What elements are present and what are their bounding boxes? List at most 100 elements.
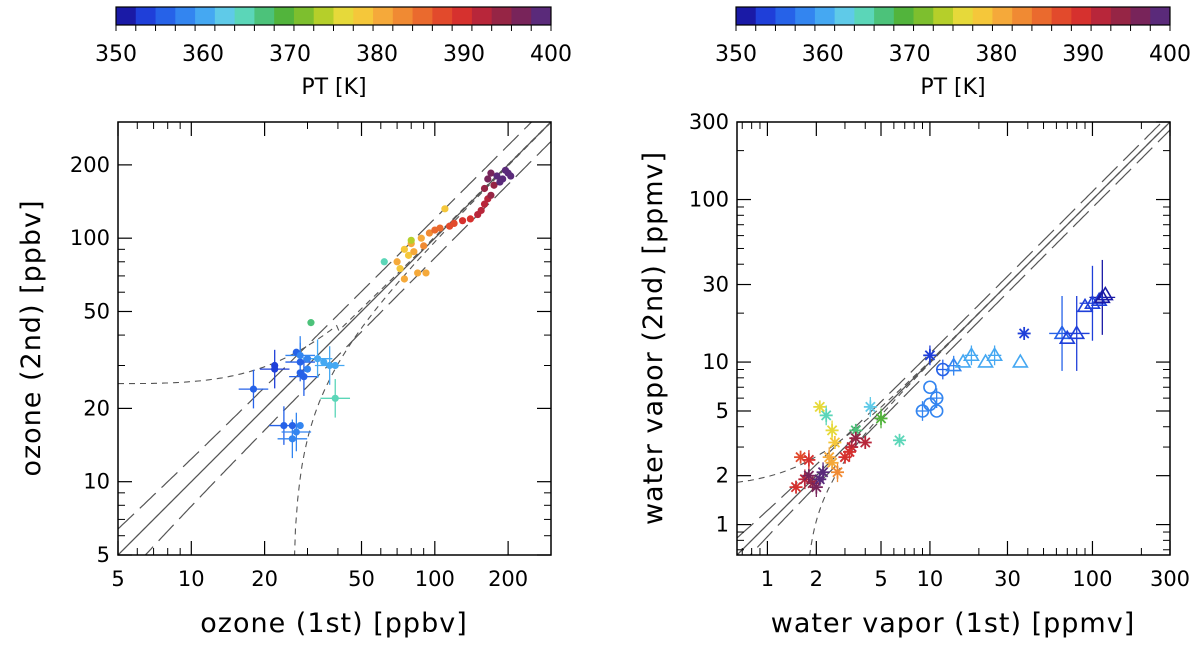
y-tick-label: 100	[70, 226, 110, 250]
star-stroke	[1018, 328, 1030, 339]
colorbar-swatch	[1110, 7, 1132, 25]
data-point	[417, 234, 425, 242]
data-point	[313, 355, 322, 363]
uncertainty-curve-upper	[118, 122, 551, 385]
envelope-line-upper	[737, 122, 1163, 539]
data-point	[296, 421, 304, 430]
data-point-triangle	[1076, 297, 1094, 313]
x-tick-label: 30	[994, 567, 1021, 591]
data-point	[393, 258, 401, 266]
x-tick-label: 5	[874, 567, 887, 591]
data-point-star	[1017, 326, 1031, 340]
colorbar-swatch	[333, 7, 354, 25]
data-point	[487, 191, 495, 199]
data-point	[507, 172, 515, 180]
colorbar-swatch	[313, 7, 334, 25]
colorbar-tick-label: 380	[356, 42, 398, 67]
colorbar-swatch	[412, 7, 433, 25]
envelope-line-upper	[118, 122, 533, 530]
data-point-star	[863, 400, 877, 414]
colorbar-swatch	[854, 7, 875, 25]
data-point-triangle	[1011, 353, 1029, 368]
colorbar-swatch	[972, 7, 993, 25]
x-tick-label: 1	[761, 567, 774, 591]
y-tick-label: 100	[689, 188, 729, 212]
star-stroke	[850, 425, 862, 436]
data-point-star	[825, 423, 839, 437]
colorbar-swatch	[755, 7, 776, 25]
data-point	[292, 428, 300, 436]
data-point	[487, 169, 495, 177]
colorbar-swatch	[933, 7, 954, 25]
data-point-circle	[923, 380, 937, 395]
data-point	[326, 361, 334, 370]
y-tick-label: 2	[716, 464, 729, 488]
data-point	[400, 245, 408, 253]
x-tick-label: 5	[111, 567, 124, 591]
plot-frame	[736, 121, 1171, 556]
data-point	[296, 358, 304, 366]
colorbar-swatch	[913, 7, 934, 25]
colorbar-swatch	[274, 7, 295, 25]
uncertainty-curve-lower	[809, 122, 1170, 555]
data-point	[484, 175, 492, 183]
data-point	[420, 242, 428, 250]
colorbar-swatch	[1051, 7, 1072, 25]
data-point-triangle	[963, 346, 980, 362]
colorbar-tick-label: 360	[182, 42, 224, 67]
water-x-axis-label: water vapor (1st) [ppmv]	[771, 608, 1135, 639]
data-point	[300, 373, 308, 381]
colorbar-swatch	[254, 7, 275, 25]
data-point	[249, 385, 258, 393]
star-stroke	[817, 466, 829, 478]
data-point-star	[802, 453, 816, 467]
data-point	[380, 258, 388, 266]
colorbar-swatch	[1150, 7, 1171, 25]
data-point	[450, 219, 458, 228]
colorbar-swatch	[1130, 7, 1151, 25]
data-point	[396, 265, 404, 273]
data-point-star	[893, 433, 907, 447]
star-stroke	[803, 470, 815, 481]
colorbar-swatch	[834, 7, 855, 25]
star-stroke	[790, 481, 802, 493]
uncertainty-curve-upper	[737, 122, 1170, 483]
star-stroke	[832, 466, 843, 478]
y-tick-label: 5	[716, 399, 729, 423]
data-point	[490, 181, 498, 189]
data-point-triangle	[1068, 324, 1086, 340]
x-tick-label: 10	[917, 567, 944, 591]
star-stroke	[829, 437, 841, 448]
colorbar-tick-label: 390	[1062, 42, 1104, 67]
colorbar-swatch	[392, 7, 414, 25]
ozone-x-axis-label: ozone (1st) [ppbv]	[200, 608, 467, 639]
colorbar-swatch	[511, 7, 532, 25]
data-point-triangle	[1093, 288, 1111, 304]
data-point	[280, 421, 288, 430]
data-point	[441, 205, 449, 213]
colorbar-swatch	[491, 7, 512, 25]
colorbar-tick-label: 350	[715, 42, 757, 67]
data-point	[458, 217, 467, 225]
data-point	[480, 184, 489, 193]
colorbar-swatch	[1071, 7, 1092, 25]
data-point	[400, 275, 408, 283]
plot-area	[737, 122, 1170, 555]
x-tick-label: 300	[1150, 567, 1190, 591]
data-point	[436, 224, 444, 232]
data-point	[331, 394, 339, 402]
star-stroke	[850, 432, 862, 444]
colorbar-swatch	[531, 7, 552, 25]
colorbar-left-label: PT [K]	[301, 75, 366, 100]
data-point	[410, 248, 418, 256]
x-tick-label: 50	[348, 567, 375, 591]
ozone-panel: 5 10 20 50 100 200 5 10 20 50 100 200	[70, 121, 552, 591]
data-point	[404, 251, 413, 259]
star-stroke	[844, 446, 855, 458]
colorbar-swatch	[373, 7, 394, 25]
data-point	[422, 269, 430, 277]
y-tick-label: 10	[83, 470, 110, 494]
star-stroke	[803, 454, 815, 466]
data-point-star	[858, 435, 872, 449]
